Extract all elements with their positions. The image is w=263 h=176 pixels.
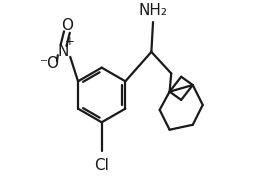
Text: ⁻O: ⁻O bbox=[40, 56, 60, 71]
Text: NH₂: NH₂ bbox=[139, 3, 168, 18]
Text: +: + bbox=[64, 36, 74, 48]
Text: N: N bbox=[58, 44, 69, 59]
Text: Cl: Cl bbox=[94, 158, 109, 173]
Text: O: O bbox=[61, 18, 73, 33]
